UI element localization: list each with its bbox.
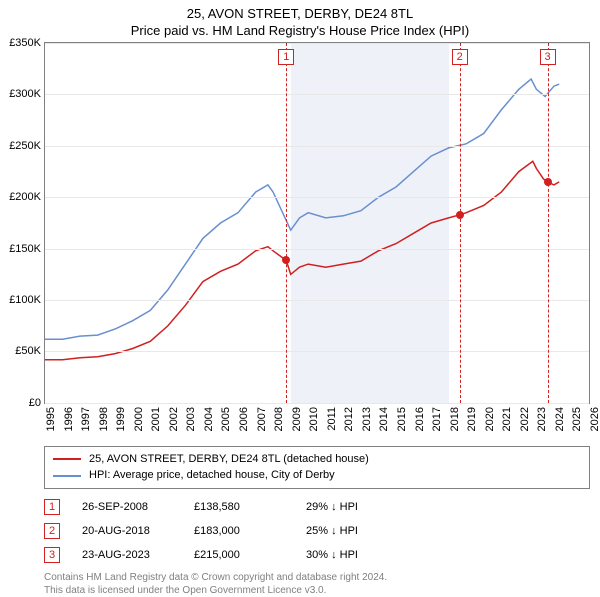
y-tick-label: £300K <box>9 88 41 100</box>
y-tick-label: £100K <box>9 294 41 306</box>
sale-marker-number: 2 <box>452 49 468 65</box>
x-tick-label: 1999 <box>115 407 127 431</box>
chart-container: 25, AVON STREET, DERBY, DE24 8TL Price p… <box>0 0 600 590</box>
x-tick-label: 1995 <box>45 407 57 431</box>
y-tick-label: £150K <box>9 243 41 255</box>
x-tick-label: 2013 <box>361 407 373 431</box>
x-tick-label: 2016 <box>414 407 426 431</box>
x-tick-label: 1996 <box>63 407 75 431</box>
chart-plot-area: £0£50K£100K£150K£200K£250K£300K£350K1995… <box>44 42 590 404</box>
x-tick-label: 2023 <box>536 407 548 431</box>
series-svg <box>45 43 589 403</box>
y-tick-label: £250K <box>9 140 41 152</box>
x-tick-label: 2005 <box>220 407 232 431</box>
x-tick-label: 2011 <box>326 407 338 431</box>
y-tick-label: £200K <box>9 191 41 203</box>
gridline-h <box>45 351 589 352</box>
sale-marker-line <box>548 43 549 403</box>
sale-marker-dot <box>456 211 464 219</box>
sale-row-number: 3 <box>44 547 60 563</box>
gridline-h <box>45 43 589 44</box>
sale-marker-line <box>460 43 461 403</box>
sale-row-number: 1 <box>44 499 60 515</box>
x-tick-label: 2007 <box>256 407 268 431</box>
sale-marker-number: 1 <box>278 49 294 65</box>
x-tick-label: 2012 <box>343 407 355 431</box>
sale-row-price: £183,000 <box>194 525 284 537</box>
sale-marker-line <box>286 43 287 403</box>
sales-row: 2 20-AUG-2018 £183,000 25% ↓ HPI <box>44 519 590 543</box>
legend-swatch <box>53 458 81 460</box>
sales-row: 3 23-AUG-2023 £215,000 30% ↓ HPI <box>44 543 590 567</box>
sales-table: 1 26-SEP-2008 £138,580 29% ↓ HPI 2 20-AUG-201… <box>44 495 590 567</box>
y-tick-label: £50K <box>15 345 41 357</box>
sales-row: 1 26-SEP-2008 £138,580 29% ↓ HPI <box>44 495 590 519</box>
legend: 25, AVON STREET, DERBY, DE24 8TL (detach… <box>44 446 590 489</box>
sale-row-delta: 29% ↓ HPI <box>306 501 396 513</box>
y-tick-label: £0 <box>29 397 41 409</box>
sale-row-price: £138,580 <box>194 501 284 513</box>
x-tick-label: 2014 <box>378 407 390 431</box>
x-tick-label: 2004 <box>203 407 215 431</box>
sale-row-date: 20-AUG-2018 <box>82 525 172 537</box>
x-tick-label: 2000 <box>133 407 145 431</box>
attribution-line1: Contains HM Land Registry data © Crown c… <box>44 571 590 584</box>
x-tick-label: 2022 <box>519 407 531 431</box>
legend-swatch <box>53 475 81 477</box>
gridline-h <box>45 197 589 198</box>
sale-row-number: 2 <box>44 523 60 539</box>
x-tick-label: 2017 <box>431 407 443 431</box>
x-tick-label: 2009 <box>291 407 303 431</box>
x-tick-label: 2008 <box>273 407 285 431</box>
x-tick-label: 1997 <box>80 407 92 431</box>
sale-marker-dot <box>282 256 290 264</box>
legend-label: 25, AVON STREET, DERBY, DE24 8TL (detach… <box>89 451 369 468</box>
x-tick-label: 2025 <box>571 407 583 431</box>
sale-row-date: 26-SEP-2008 <box>82 501 172 513</box>
x-tick-label: 2003 <box>185 407 197 431</box>
sale-row-delta: 30% ↓ HPI <box>306 549 396 561</box>
legend-label: HPI: Average price, detached house, City… <box>89 467 335 484</box>
sale-row-price: £215,000 <box>194 549 284 561</box>
attribution-line2: This data is licensed under the Open Gov… <box>44 584 590 597</box>
sale-row-date: 23-AUG-2023 <box>82 549 172 561</box>
x-tick-label: 2001 <box>150 407 162 431</box>
x-tick-label: 2019 <box>466 407 478 431</box>
x-tick-label: 2018 <box>449 407 461 431</box>
x-tick-label: 2020 <box>484 407 496 431</box>
legend-item: HPI: Average price, detached house, City… <box>53 467 581 484</box>
series-line <box>45 161 559 359</box>
chart-subtitle: Price paid vs. HM Land Registry's House … <box>0 23 600 42</box>
x-tick-label: 1998 <box>98 407 110 431</box>
sale-row-delta: 25% ↓ HPI <box>306 525 396 537</box>
x-tick-label: 2010 <box>308 407 320 431</box>
x-tick-label: 2002 <box>168 407 180 431</box>
x-tick-label: 2021 <box>501 407 513 431</box>
x-tick-label: 2026 <box>589 407 600 431</box>
sale-marker-number: 3 <box>540 49 556 65</box>
chart-title: 25, AVON STREET, DERBY, DE24 8TL <box>0 0 600 23</box>
x-tick-label: 2006 <box>238 407 250 431</box>
x-tick-label: 2024 <box>554 407 566 431</box>
y-tick-label: £350K <box>9 37 41 49</box>
gridline-h <box>45 94 589 95</box>
gridline-h <box>45 249 589 250</box>
legend-item: 25, AVON STREET, DERBY, DE24 8TL (detach… <box>53 451 581 468</box>
sale-marker-dot <box>544 178 552 186</box>
gridline-h <box>45 300 589 301</box>
x-tick-label: 2015 <box>396 407 408 431</box>
attribution: Contains HM Land Registry data © Crown c… <box>44 571 590 597</box>
gridline-h <box>45 146 589 147</box>
gridline-h <box>45 403 589 404</box>
